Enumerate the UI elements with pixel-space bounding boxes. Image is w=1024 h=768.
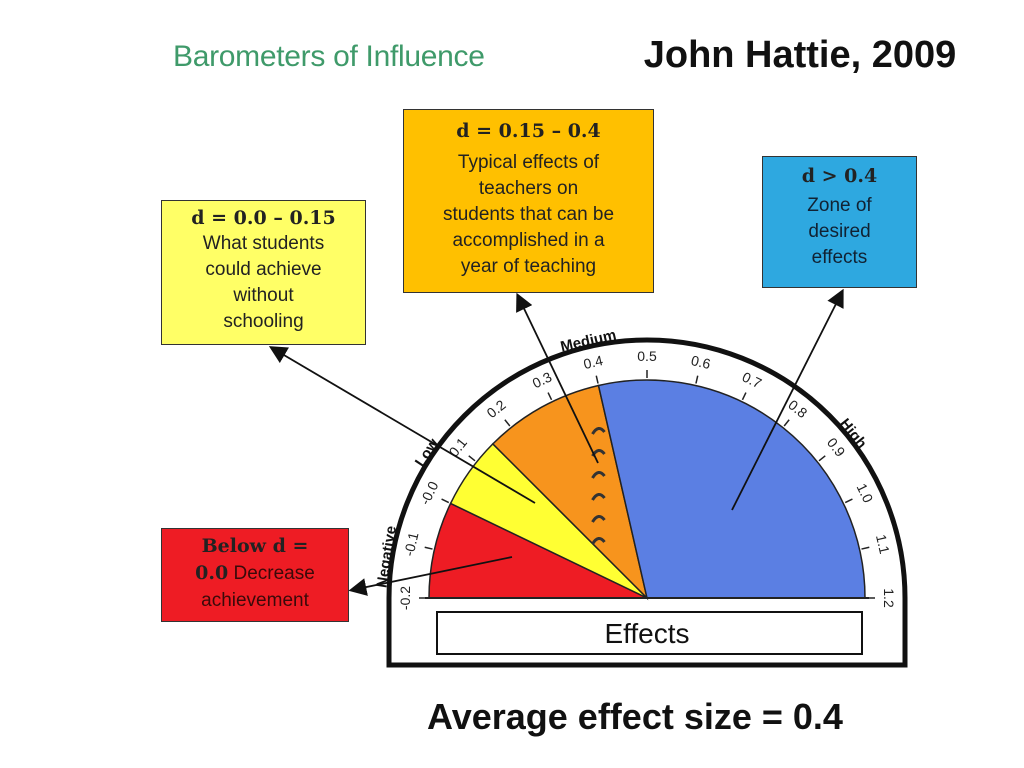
gauge-tick bbox=[783, 419, 790, 427]
callout-mid-line: teachers on bbox=[478, 178, 579, 199]
gauge-tick bbox=[424, 546, 433, 550]
callout-low-line: could achieve bbox=[205, 259, 322, 280]
gauge-tick bbox=[468, 455, 476, 462]
gauge-tick bbox=[695, 375, 699, 384]
gauge-tick bbox=[595, 375, 599, 384]
gauge-tick-label: 1.0 bbox=[854, 481, 877, 506]
callout-mid-heading: d = 0.15 – 0.4 bbox=[456, 120, 601, 142]
callout-arrow bbox=[516, 292, 599, 464]
gauge-zone-2 bbox=[491, 384, 649, 601]
gauge-tick bbox=[861, 546, 870, 550]
callout-mid-line: students that can be bbox=[442, 204, 615, 225]
effects-label-box bbox=[436, 611, 863, 655]
callout-neg-heading-b: 0.0 bbox=[195, 562, 229, 584]
callout-arrow bbox=[348, 556, 513, 596]
callout-neg-heading-a: Below d = bbox=[201, 535, 309, 557]
average-effect-caption: Average effect size = 0.4 bbox=[427, 696, 843, 737]
gauge-tick bbox=[741, 392, 747, 401]
gauge-tick-label: 0.3 bbox=[530, 368, 555, 391]
gauge-layer: -0.2-0.1-0.00.10.20.30.4 0.5 0.60.70.80.91… bbox=[268, 288, 908, 668]
callout-low-line: without bbox=[233, 285, 294, 306]
gauge-tick-label: 0.4 bbox=[582, 352, 605, 372]
callout-negative-effect: Below d = 0.0 Decrease achievement bbox=[161, 528, 349, 622]
gauge-pointer-hook bbox=[591, 515, 606, 523]
slide-title: Barometers of Influence bbox=[173, 40, 485, 73]
callout-mid-line: year of teaching bbox=[460, 256, 597, 277]
gauge-tick bbox=[504, 419, 511, 427]
gauge-tick-label: -0.1 bbox=[401, 530, 422, 557]
gauge-tick-label: -0.2 bbox=[397, 586, 413, 610]
callout-arrow bbox=[731, 288, 844, 511]
gauge-tick bbox=[441, 498, 450, 504]
callout-mid-line: Typical effects of bbox=[457, 152, 600, 173]
gauge-tick-label: 0.5 bbox=[637, 348, 657, 364]
gauge-pointer-hook bbox=[591, 493, 606, 501]
callout-desired-effect: d > 0.4 Zone of desired effects bbox=[762, 156, 917, 288]
callout-high-heading: d > 0.4 bbox=[801, 165, 878, 187]
gauge-tick-label: 0.7 bbox=[740, 369, 765, 392]
callout-low-heading: d = 0.0 – 0.15 bbox=[191, 207, 336, 229]
callout-neg-text-a: Decrease bbox=[228, 563, 315, 584]
callout-high-line: Zone of bbox=[807, 195, 872, 216]
gauge-tick bbox=[844, 498, 853, 504]
gauge-pointer-hook bbox=[591, 471, 606, 479]
gauge-pointer-hook bbox=[591, 537, 606, 545]
author-citation: John Hattie, 2009 bbox=[643, 34, 957, 76]
gauge-tick bbox=[547, 392, 553, 401]
callout-low-line: What students bbox=[202, 233, 325, 254]
callout-high-line: effects bbox=[811, 247, 868, 268]
callout-neg-text-b: achievement bbox=[201, 590, 309, 611]
callout-arrow bbox=[268, 346, 536, 504]
gauge-pointer-hook bbox=[591, 427, 606, 435]
gauge-tick bbox=[818, 455, 826, 462]
callout-low-effect: d = 0.0 – 0.15 What students could achie… bbox=[161, 200, 366, 345]
gauge-tick-label: 0.6 bbox=[690, 352, 713, 372]
callout-low-line: schooling bbox=[223, 311, 304, 332]
callout-typical-effect: d = 0.15 – 0.4 Typical effects of teache… bbox=[403, 109, 654, 293]
callout-mid-line: accomplished in a bbox=[452, 230, 605, 251]
gauge-zone-3 bbox=[597, 379, 866, 599]
callout-high-line: desired bbox=[808, 221, 871, 242]
gauge-tick-label: 1.1 bbox=[873, 533, 893, 556]
gauge-tick-label: 1.2 bbox=[881, 588, 897, 608]
effects-label: Effects bbox=[604, 618, 689, 649]
